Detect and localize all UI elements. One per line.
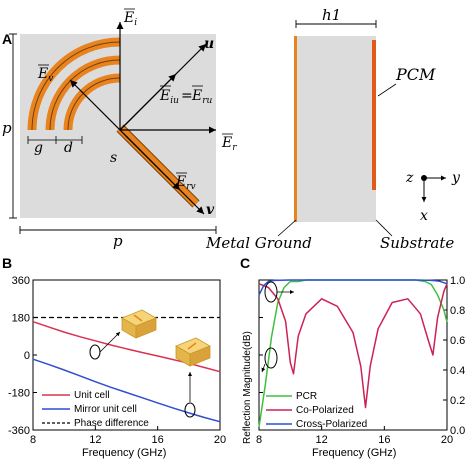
- side-metal-ground: [294, 36, 297, 222]
- substrate-label: Substrate: [380, 234, 454, 252]
- x-tick-label: 12: [89, 434, 101, 446]
- h1-label: h1: [322, 6, 341, 24]
- legend-phase-difference: Phase difference: [74, 418, 149, 429]
- metal-ground-label: Metal Ground: [205, 234, 312, 252]
- x-tick-label: 20: [441, 434, 453, 446]
- p-vertical-label: p: [2, 119, 12, 137]
- v-label: v: [206, 202, 215, 218]
- side-substrate: [296, 36, 376, 222]
- mirror-cell-ellipse: [184, 402, 196, 418]
- e-i-label: Ei: [123, 10, 137, 28]
- panel-c-legend: PCR Co-Polarized Cross-Polarized: [266, 391, 367, 430]
- mirror-cell-icon: [175, 337, 211, 367]
- diagonal-strip: [116, 124, 200, 208]
- x-tick-label: 20: [214, 434, 226, 446]
- x-tick-label: 8: [30, 434, 36, 446]
- panel-b-ticks: 8 12 16 20 360 180 0 -180 -360: [8, 275, 226, 446]
- vector-labels: Ei u Ev Eiu = Eru Er Erv v s g d: [34, 8, 237, 218]
- s-label: s: [110, 150, 117, 166]
- y-tick-label: 180: [12, 313, 30, 325]
- y-right-tick-label: 0.2: [450, 395, 465, 407]
- x-tick-label: 16: [378, 434, 390, 446]
- e-iu-label: Eiu: [159, 88, 179, 106]
- p-horizontal-label: p: [113, 232, 123, 250]
- u-label: u: [204, 36, 214, 52]
- e-iu-arrow: [119, 73, 177, 131]
- panel-b-legend: Unit cell Mirror unit cell Phase differe…: [42, 390, 149, 429]
- panel-c-ticks: 8 12 16 20 1.0 0.8 0.6 0.4 0.2 0.0: [256, 275, 465, 446]
- pcm-label: PCM: [395, 65, 436, 84]
- panel-c-ylabel: Reflection Magnitude(dB): [242, 331, 253, 444]
- y-right-tick-label: 0.6: [450, 335, 465, 347]
- x-tick-label: 12: [316, 434, 328, 446]
- panel-c-label: C: [240, 255, 250, 271]
- panel-c-series: [258, 279, 448, 428]
- y-right-tick-label: 0.0: [450, 425, 465, 437]
- panel-b-xlabel: Frequency (GHz): [82, 447, 166, 459]
- e-v-arrow: [69, 79, 121, 131]
- d-label: d: [64, 140, 73, 156]
- e-rv-arrow: [119, 129, 181, 191]
- panel-c: C 8 12 16 20 1.0 0.8 0.6 0.4 0.2 0.0 Reflection M…: [240, 255, 465, 459]
- series-line-1: [258, 283, 448, 409]
- side-view: h1 PCM Metal Ground Substrate z y x: [205, 6, 461, 252]
- legend-co-polarized: Co-Polarized: [296, 405, 354, 416]
- panel-a: A Ei u Ev E: [2, 6, 461, 252]
- y-right-tick-label: 1.0: [450, 275, 465, 287]
- panel-b: B 8 12 16 20 360 180 0 -180 -360 Unit cell Mirro…: [2, 255, 226, 459]
- y-right-tick-label: 0.4: [450, 365, 465, 377]
- axis-x-label: x: [420, 208, 428, 224]
- panel-b-label: B: [2, 255, 12, 271]
- e-r-label: Er: [221, 135, 237, 153]
- x-tick-label: 16: [152, 434, 164, 446]
- side-pcm-strip: [372, 40, 376, 190]
- y-tick-label: 0: [24, 350, 30, 362]
- legend-cross-polarized: Cross-Polarized: [296, 419, 367, 430]
- y-tick-label: -360: [8, 425, 30, 437]
- y-tick-label: -180: [8, 388, 30, 400]
- x-tick-label: 8: [256, 434, 262, 446]
- y-right-tick-label: 0.8: [450, 305, 465, 317]
- equals-sign: =: [181, 88, 193, 104]
- axis-y-label: y: [451, 170, 461, 186]
- panel-c-xlabel: Frequency (GHz): [312, 447, 396, 459]
- panel-a-label: A: [2, 31, 12, 47]
- e-rv-label: Erv: [175, 174, 196, 192]
- g-label: g: [34, 140, 43, 156]
- e-ru-label: Eru: [191, 88, 213, 106]
- gd-dimension: [27, 136, 83, 144]
- series-line-1: [32, 358, 221, 423]
- unit-cell-icon: [121, 309, 157, 339]
- series-line-2: [258, 279, 448, 296]
- legend-mirror-unit-cell: Mirror unit cell: [74, 404, 137, 415]
- p-dimensions: [9, 33, 217, 234]
- legend-unit-cell: Unit cell: [74, 390, 110, 401]
- y-tick-label: 360: [12, 275, 30, 287]
- db-axis-ellipse: [264, 347, 278, 369]
- e-v-label: Ev: [37, 66, 53, 84]
- axis-z-label: z: [405, 170, 414, 186]
- legend-pcr: PCR: [296, 391, 317, 402]
